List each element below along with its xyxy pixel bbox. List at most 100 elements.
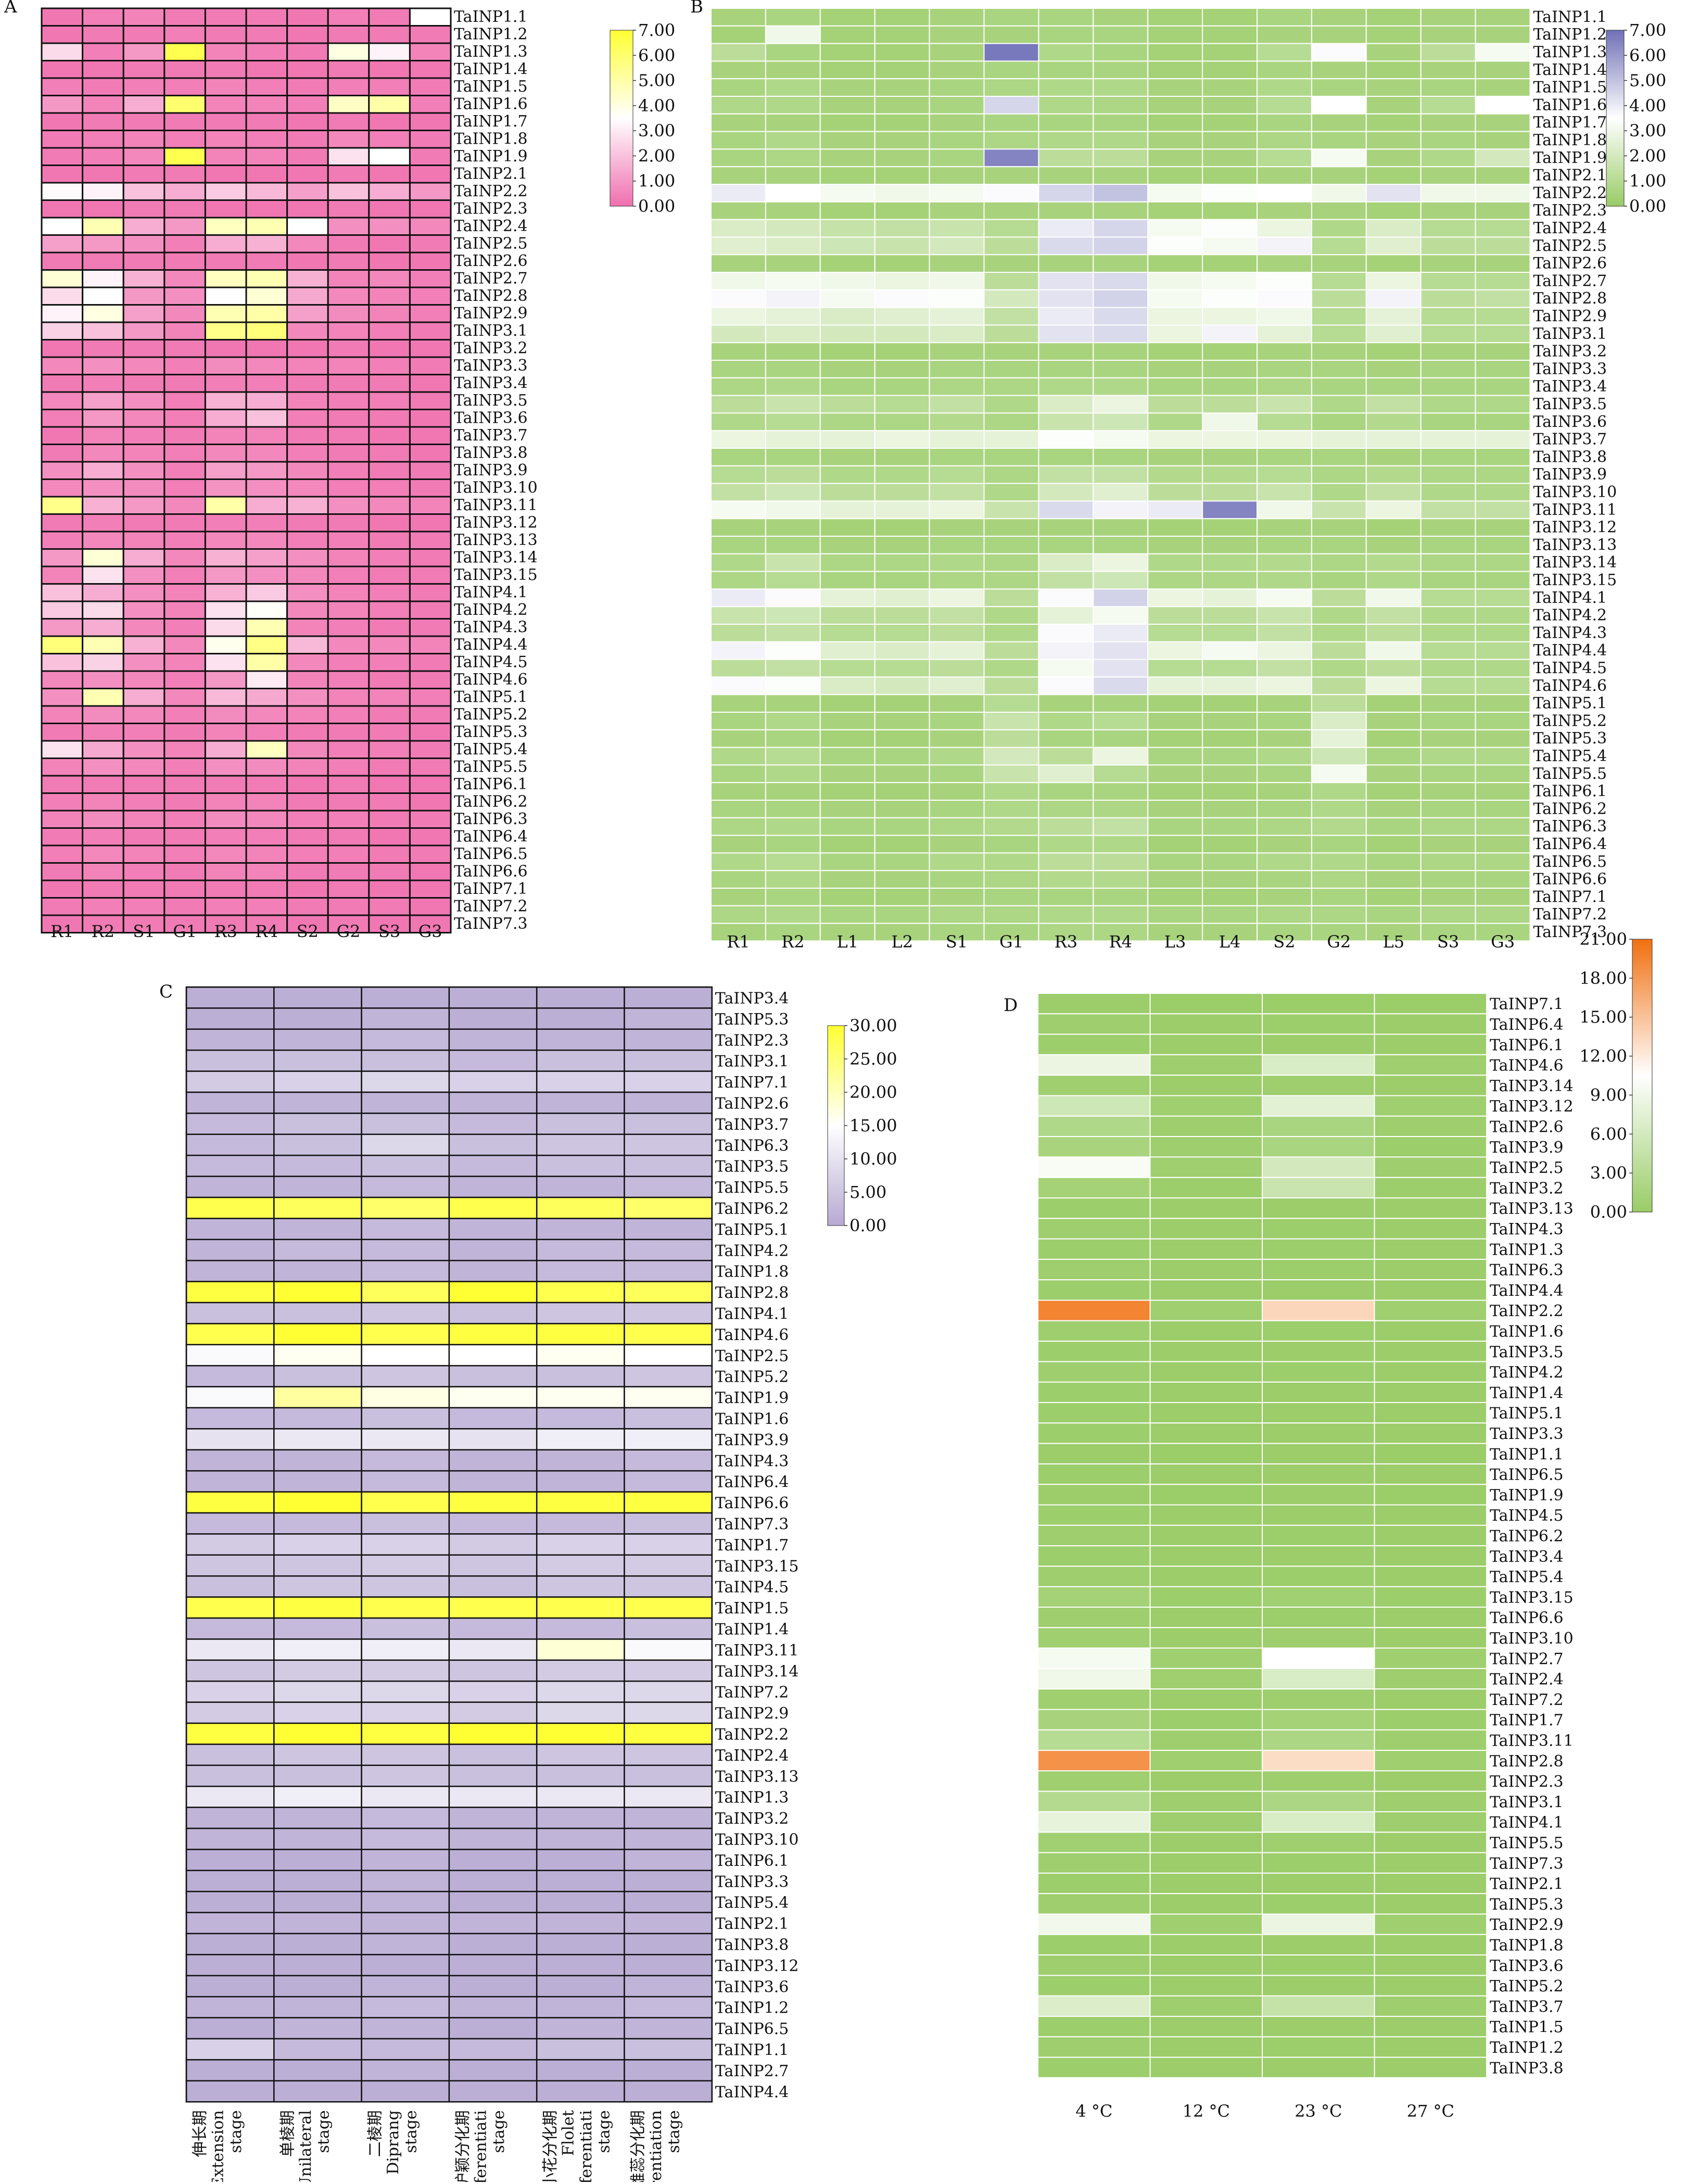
heatmap-cell [185,1365,275,1387]
row-label: TaINP1.5 [715,1599,789,1618]
heatmap-cell [361,1764,450,1787]
heatmap-cell [536,1365,625,1387]
heatmap-cell [368,653,411,672]
heatmap-cell [1311,166,1367,185]
heatmap-cell [1475,694,1531,713]
heatmap-cell [1420,536,1476,554]
heatmap-cell [286,182,329,201]
heatmap-cell [286,286,329,306]
row-label: TaINP3.10 [715,1831,799,1849]
heatmap-cell [1311,360,1367,378]
heatmap-cell [536,1196,625,1219]
heatmap-cell [327,897,370,916]
heatmap-cell [1262,1075,1375,1096]
heatmap-cell [711,43,766,62]
heatmap-cell [1257,747,1312,766]
heatmap-frame [711,8,1531,942]
heatmap-cell [185,1870,275,1892]
heatmap-cell [368,531,411,550]
heatmap-cell [536,1849,625,1872]
heatmap-cell [536,1449,625,1472]
heatmap-cell [1311,764,1367,784]
heatmap-cell [1262,1320,1375,1342]
heatmap-cell [204,879,247,899]
heatmap-cell [536,1596,625,1619]
heatmap-cell [122,199,166,219]
row-label: TaINP5.5 [454,758,528,776]
heatmap-cell [983,641,1039,660]
heatmap-cell [1262,1299,1375,1321]
heatmap-cell [185,1259,275,1282]
heatmap-cell [185,1533,275,1556]
heatmap-cell [1374,1443,1487,1465]
heatmap-cell [711,201,766,220]
heatmap-cell [409,740,452,759]
heatmap-cell [1202,43,1258,62]
heatmap-cell [185,986,275,1009]
heatmap-cell [245,391,288,410]
heatmap-cell [409,688,452,707]
heatmap-cell [1420,96,1476,115]
row-label: TaINP7.1 [1533,888,1607,906]
heatmap-cell [1202,324,1258,344]
colorbar-tick-label: 4.00 [638,96,675,116]
heatmap-cell [361,1617,450,1640]
heatmap-cell [204,304,247,323]
heatmap-cell [361,1849,450,1872]
column-label: L5 [1382,932,1404,952]
heatmap-cell [204,670,247,689]
heatmap-cell [1311,342,1367,361]
heatmap-cell [1365,113,1422,132]
heatmap-cell [82,531,124,550]
heatmap-cell [624,2059,713,2082]
heatmap-cell [361,1996,450,2018]
heatmap-cell [1475,201,1531,220]
heatmap-cell [929,166,985,185]
row-label: TaINP1.1 [454,8,528,26]
heatmap-cell [536,1386,625,1409]
heatmap-cell [765,852,821,872]
heatmap-cell [245,130,288,149]
heatmap-cell [711,8,766,27]
heatmap-cell [163,635,206,654]
heatmap-cell [245,25,288,44]
heatmap-cell [711,342,766,361]
heatmap-cell [163,95,206,114]
row-label: TaINP3.15 [454,566,538,584]
heatmap-cell [245,879,288,899]
heatmap-cell [1420,8,1476,27]
heatmap-cell [819,465,876,484]
heatmap-cell [1093,852,1149,872]
heatmap-cell [204,25,247,44]
heatmap-cell [122,251,166,271]
heatmap-cell [1420,782,1476,801]
heatmap-cell [1093,8,1149,27]
heatmap-cell [82,391,124,410]
heatmap-cell [409,583,452,602]
heatmap-cell [765,289,821,308]
heatmap-cell [185,1113,275,1135]
heatmap-cell [122,513,166,533]
heatmap-cell [286,234,329,254]
heatmap-cell [286,356,329,375]
heatmap-cell [1093,764,1149,784]
row-label: TaINP3.12 [454,514,538,532]
heatmap-cell [204,740,247,759]
heatmap-cell [983,659,1039,678]
heatmap-cell [204,112,247,131]
row-label: TaINP4.1 [715,1305,789,1323]
heatmap-cell [929,800,985,818]
heatmap-cell [204,7,247,27]
heatmap-cell [82,286,124,306]
row-label: TaINP3.9 [1533,465,1607,484]
row-label: TaINP4.6 [454,671,528,689]
heatmap-cell [1365,8,1422,27]
heatmap-cell [819,553,876,572]
heatmap-cell [624,1912,713,1935]
heatmap-cell [1365,236,1422,256]
heatmap-cell [1147,342,1203,361]
heatmap-cell [185,1007,275,1030]
heatmap-cell [409,810,452,829]
row-label: TaINP6.6 [1533,870,1607,889]
heatmap-cell [1257,307,1312,326]
